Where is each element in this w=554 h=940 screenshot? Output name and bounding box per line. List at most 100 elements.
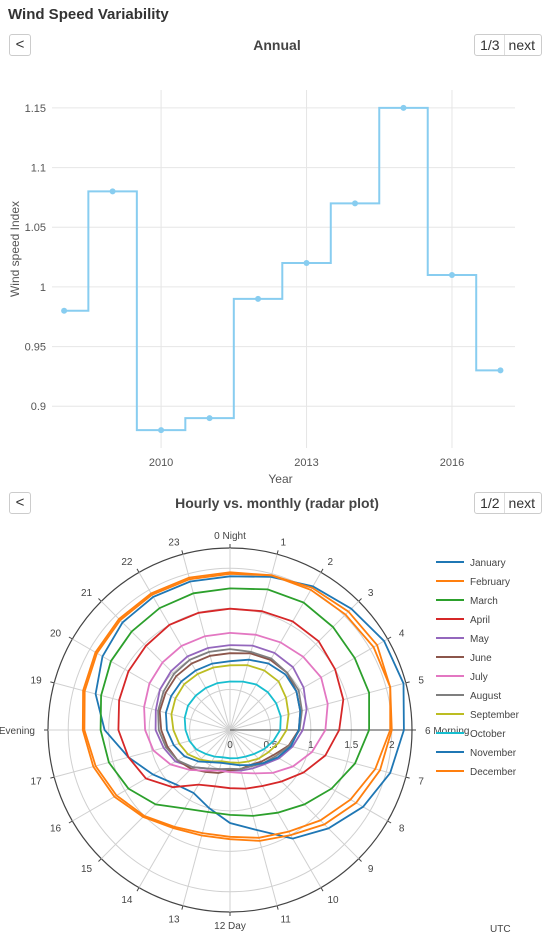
angular-tick (68, 636, 73, 640)
angular-tick (320, 568, 324, 573)
angular-label: 6 Morning (425, 726, 469, 737)
angular-label: 3 (368, 588, 374, 599)
angular-spoke (229, 638, 388, 731)
angular-tick (50, 681, 55, 684)
angular-label: 14 (121, 895, 133, 906)
legend-label: July (470, 672, 488, 683)
series-line-november (164, 658, 302, 767)
y-tick-label: 1 (40, 282, 46, 294)
angular-tick (358, 598, 362, 602)
angular-tick (136, 887, 140, 892)
series-line-march (99, 587, 371, 817)
angular-tick (98, 598, 102, 602)
x-tick-label: 2016 (440, 457, 464, 469)
radial-tick-label: 1.5 (344, 740, 358, 751)
series-line-april (117, 607, 345, 790)
angular-spoke (229, 572, 322, 731)
annual-step-line (64, 106, 501, 432)
legend-label: January (470, 558, 506, 569)
series-line-january (94, 575, 405, 840)
legend-label: April (470, 615, 490, 626)
data-point (303, 260, 310, 267)
next-button-annual[interactable]: next (508, 37, 535, 53)
panel-title-radar: Hourly vs. monthly (radar plot) (175, 495, 379, 511)
angular-label: 16 (50, 824, 62, 835)
radial-tick-label: 1 (308, 740, 314, 751)
radial-tick-label: 0.5 (263, 740, 277, 751)
angular-label: 22 (121, 557, 133, 568)
series-line-september (170, 664, 290, 764)
angular-label: 11 (280, 914, 291, 925)
angular-spoke (54, 729, 231, 778)
y-tick-label: 0.9 (31, 401, 46, 413)
data-point (497, 367, 504, 374)
data-point (255, 295, 262, 302)
y-tick-label: 1.05 (25, 222, 46, 234)
legend-label: June (470, 653, 492, 664)
angular-spoke (229, 729, 388, 822)
x-tick-label: 2010 (149, 457, 173, 469)
angular-label: 7 (418, 776, 424, 787)
back-button-radar[interactable]: < (9, 492, 31, 514)
data-point (400, 104, 407, 111)
y-tick-label: 1.1 (31, 163, 46, 175)
legend-label: August (470, 691, 501, 702)
y-tick-label: 1.15 (25, 103, 46, 115)
legend-label: September (470, 710, 520, 721)
angular-spoke (229, 729, 278, 906)
angular-label: 0 Night (214, 531, 246, 542)
data-point (448, 271, 455, 278)
angular-spoke (182, 554, 231, 731)
pager-annual: 1/3 next (474, 34, 542, 56)
data-point (206, 415, 213, 422)
angular-label: 1 (280, 538, 286, 549)
legend-label: May (470, 634, 489, 645)
angular-tick (320, 887, 324, 892)
annual-step-chart: 0.9 0.95 1 1.05 1.1 1.15 2010 2013 2016 Year Wind … (8, 90, 515, 486)
app-title: Wind Speed Variability (8, 6, 169, 23)
page-indicator: 1/2 (475, 493, 505, 513)
angular-spoke (72, 729, 231, 822)
angular-label: 19 (31, 676, 43, 687)
angular-tick (181, 905, 184, 910)
radial-tick-label: 2 (389, 740, 395, 751)
angular-spoke (229, 729, 406, 778)
angular-label: 5 (418, 676, 424, 687)
angular-tick (387, 820, 392, 824)
angular-tick (405, 776, 410, 779)
angular-label: 17 (31, 776, 43, 787)
series-line-july (143, 631, 329, 775)
angular-label: 13 (168, 914, 180, 925)
angular-label: 12 Day (214, 921, 246, 932)
series-line-december (81, 571, 393, 842)
angular-tick (181, 550, 184, 555)
angular-tick (98, 858, 102, 862)
angular-spoke (182, 729, 231, 906)
y-tick-label: 0.95 (25, 342, 46, 354)
panel-title-annual: Annual (253, 37, 301, 53)
legend-label: December (470, 767, 517, 778)
legend-label: October (470, 729, 506, 740)
angular-tick (387, 636, 392, 640)
angular-spoke (229, 554, 278, 731)
back-button-annual[interactable]: < (9, 34, 31, 56)
angular-spoke (100, 729, 231, 860)
angular-spoke (229, 729, 360, 860)
angular-spoke (72, 638, 231, 731)
series-line-august (157, 648, 303, 771)
series-line-october (183, 680, 282, 760)
angular-tick (136, 568, 140, 573)
angular-label: 21 (81, 588, 93, 599)
angular-label: 9 (368, 864, 374, 875)
angular-spoke (229, 600, 360, 731)
angular-label: 8 (399, 824, 405, 835)
angular-tick (68, 820, 73, 824)
angular-label: 15 (81, 864, 93, 875)
data-point (61, 307, 68, 314)
unit-label: UTC (490, 924, 511, 935)
angular-label: 23 (168, 538, 180, 549)
data-point (109, 188, 116, 195)
next-button-radar[interactable]: next (508, 495, 535, 511)
angular-label: 20 (50, 629, 62, 640)
